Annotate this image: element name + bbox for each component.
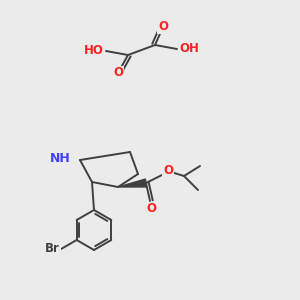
Text: O: O <box>146 202 156 215</box>
Text: OH: OH <box>179 43 199 56</box>
Text: Br: Br <box>45 242 60 256</box>
Text: O: O <box>163 164 173 176</box>
Polygon shape <box>118 179 147 187</box>
Text: O: O <box>158 20 168 34</box>
Text: NH: NH <box>50 152 71 164</box>
Text: HO: HO <box>84 44 104 58</box>
Text: O: O <box>113 67 123 80</box>
